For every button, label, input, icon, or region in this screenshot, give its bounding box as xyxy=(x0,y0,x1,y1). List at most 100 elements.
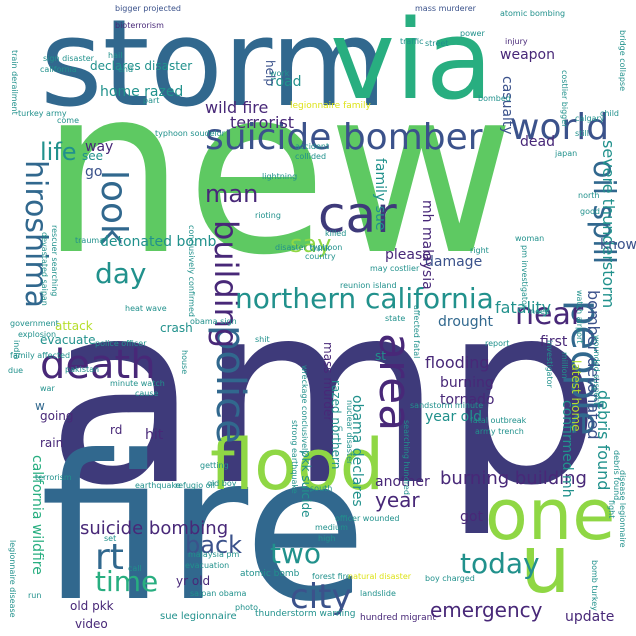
word-report: report xyxy=(485,339,510,348)
word-come: come xyxy=(57,116,80,125)
word-getting: getting xyxy=(200,461,229,470)
word-disaster-typhoon: disaster typhoon xyxy=(275,243,343,252)
word-trauma: trauma xyxy=(75,236,105,245)
word-w: w xyxy=(35,399,45,413)
word-back: back xyxy=(185,531,243,559)
word-explosion: explosion xyxy=(18,330,57,339)
word-emergency: emergency xyxy=(430,598,543,622)
word-mh-malaysia: mh malaysia xyxy=(419,200,435,290)
word-fire: fire xyxy=(40,413,367,636)
word-rioting: rioting xyxy=(255,211,281,220)
word-legionnaire-disease: legionnaire disease xyxy=(8,540,17,618)
word-say: say xyxy=(290,230,332,258)
word-new: new xyxy=(40,39,516,306)
word-boy-charged: boy charged xyxy=(425,574,475,583)
word-via: via xyxy=(330,0,494,124)
word-atomic-bombing: atomic bombing xyxy=(500,9,566,18)
word-high: high xyxy=(318,534,336,543)
word-fatal-outbreak: fatal outbreak xyxy=(470,416,527,425)
word-weapon: weapon xyxy=(500,47,555,63)
word-damage: damage xyxy=(425,254,483,270)
word-area: area xyxy=(369,333,420,432)
word-u: u xyxy=(520,518,571,611)
word-time: time xyxy=(95,565,159,598)
word-good: good xyxy=(580,207,600,216)
word-way: way xyxy=(85,139,114,155)
word-country: country xyxy=(305,252,336,261)
word-another: another xyxy=(375,474,430,490)
word-hit: hit xyxy=(145,427,164,443)
word-saipan-obama: saipan obama xyxy=(190,589,247,598)
word-calgary: calgary xyxy=(575,114,605,123)
word-one: one xyxy=(485,474,616,556)
word-terrorism: terrorism xyxy=(35,473,72,482)
word-medium: medium xyxy=(315,523,348,532)
word-suicide-bombing: suicide bombing xyxy=(80,518,229,539)
word-attack: attack xyxy=(55,319,93,333)
word-flood: flood xyxy=(210,424,385,506)
word-car: car xyxy=(318,186,397,244)
word-heat-wave: heat wave xyxy=(125,304,167,313)
word-rt: rt xyxy=(95,537,124,578)
word-searching-hundred: searching hundred xyxy=(402,420,411,495)
word-obama-sign: obama sign xyxy=(190,317,237,326)
word-right: right xyxy=(470,246,489,255)
word-see: see xyxy=(82,149,104,163)
word-cause: cause xyxy=(135,389,159,398)
word-fight: fight xyxy=(607,500,616,519)
word-evacuation: evacuation xyxy=(185,561,230,570)
word-forest-fire: forest fire xyxy=(312,572,351,581)
word-war: war xyxy=(40,384,55,393)
word-end: end xyxy=(118,65,134,74)
word-shit: shit xyxy=(255,335,270,344)
word-home-razed: home razed xyxy=(100,84,184,100)
word-train-derailment: train derailment xyxy=(10,50,19,115)
word-going: going xyxy=(40,409,74,423)
word-army-trench: army trench xyxy=(475,427,524,436)
word-mass-murder: mass murder xyxy=(321,342,335,422)
word-legionnaire-family: legionnaire family xyxy=(290,101,371,111)
word-tornado: tornado xyxy=(440,392,495,408)
word-year-old: year old xyxy=(425,409,483,425)
word-st: st xyxy=(375,349,386,363)
word-call: call xyxy=(128,564,142,573)
word-day: day xyxy=(95,257,147,290)
word-family-sue: family sue xyxy=(372,158,388,231)
word-sandstorm-minute: sandstorm minute xyxy=(410,401,484,410)
word-wreckage-conclusively: wreckage conclusively xyxy=(300,365,309,455)
word-burning: burning xyxy=(440,375,494,391)
word-officer-wounded: officer wounded xyxy=(335,514,400,523)
word-old-boy: old boy xyxy=(207,479,237,488)
word-natural-disaster: natural disaster xyxy=(348,572,412,581)
word-california: california xyxy=(40,65,77,74)
word-bigger-projected: bigger projected xyxy=(115,4,181,13)
word-japan: japan xyxy=(555,149,578,158)
word-malaysia-pm: malaysia pm xyxy=(188,550,240,559)
word-north: north xyxy=(578,191,600,200)
word-today: today xyxy=(460,547,540,580)
word-due: due xyxy=(8,366,24,375)
word-bombed: bombed xyxy=(478,94,511,103)
word-earthquake: earthquake xyxy=(135,481,181,490)
word-landslide: landslide xyxy=(360,589,396,598)
word-man: man xyxy=(205,180,259,208)
word-city: city xyxy=(290,577,352,617)
word-family-affected: family affected xyxy=(10,351,71,360)
word-old-pkk: old pkk xyxy=(70,599,114,613)
word-atomic-bomb: atomic bomb xyxy=(240,569,300,579)
word-northern-california: northern california xyxy=(235,282,494,315)
word-near: near xyxy=(515,297,584,332)
word-declares-disaster: declares disaster xyxy=(90,59,193,73)
word-lightning: lightning xyxy=(262,172,298,181)
word-think: think xyxy=(310,244,331,253)
word-dead: dead xyxy=(520,134,555,150)
word-south: south xyxy=(310,484,333,493)
word-run: run xyxy=(28,591,42,600)
word-terrorist: terrorist xyxy=(230,113,295,132)
word-burning-building: burning building xyxy=(440,468,587,489)
word-watch-airport: watch airport xyxy=(575,290,584,344)
word-pakistan: pakistan xyxy=(65,365,100,374)
word-investigator: investigator xyxy=(545,340,554,388)
word-thunderstorm-warning: thunderstorm warning xyxy=(255,609,356,619)
